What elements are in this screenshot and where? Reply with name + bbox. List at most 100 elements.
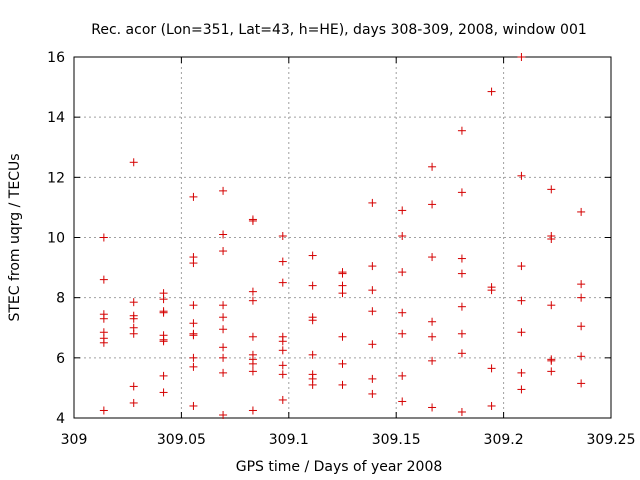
- data-point: [517, 171, 526, 180]
- data-point: [368, 374, 377, 383]
- data-point: [219, 368, 228, 377]
- y-tick-label: 16: [47, 50, 65, 66]
- data-point: [219, 313, 228, 322]
- data-point: [428, 317, 437, 326]
- data-point: [517, 328, 526, 337]
- data-point: [577, 352, 586, 361]
- data-point: [219, 247, 228, 256]
- data-point: [308, 251, 317, 260]
- data-point: [129, 398, 138, 407]
- data-point: [278, 395, 287, 404]
- data-point: [338, 269, 347, 278]
- data-point: [487, 364, 496, 373]
- data-point: [398, 308, 407, 317]
- data-point: [517, 368, 526, 377]
- y-tick-label: 8: [56, 291, 65, 307]
- data-point: [547, 301, 556, 310]
- data-points: [99, 53, 586, 419]
- data-point: [129, 329, 138, 338]
- data-point: [428, 253, 437, 262]
- data-point: [248, 359, 257, 368]
- data-point: [457, 302, 466, 311]
- data-point: [547, 185, 556, 194]
- data-point: [398, 206, 407, 215]
- data-point: [338, 380, 347, 389]
- data-point: [368, 198, 377, 207]
- data-point: [368, 286, 377, 295]
- x-tick-label: 309.15: [372, 432, 421, 448]
- data-point: [308, 380, 317, 389]
- data-point: [517, 53, 526, 61]
- x-tick-label: 309: [61, 432, 88, 448]
- data-point: [99, 314, 108, 323]
- y-axis-label: STEC from uqrg / TECUs: [7, 153, 23, 321]
- data-point: [189, 353, 198, 362]
- data-point: [428, 356, 437, 365]
- y-tick-label: 14: [47, 110, 65, 126]
- data-point: [248, 287, 257, 296]
- data-point: [248, 367, 257, 376]
- data-point: [457, 269, 466, 278]
- data-point: [577, 322, 586, 331]
- data-point: [219, 410, 228, 419]
- data-point: [338, 289, 347, 298]
- data-point: [547, 367, 556, 376]
- data-point: [219, 230, 228, 239]
- data-point: [219, 353, 228, 362]
- data-point: [219, 186, 228, 195]
- data-point: [457, 349, 466, 358]
- chart-title: Rec. acor (Lon=351, Lat=43, h=HE), days …: [91, 22, 587, 38]
- data-point: [99, 338, 108, 347]
- data-point: [398, 231, 407, 240]
- data-point: [219, 343, 228, 352]
- data-point: [487, 401, 496, 410]
- data-point: [189, 401, 198, 410]
- data-point: [129, 382, 138, 391]
- data-point: [219, 301, 228, 310]
- x-tick-label: 309.25: [587, 432, 636, 448]
- data-point: [278, 337, 287, 346]
- y-tick-labels: 4 6 8 10 12 14 16: [47, 50, 65, 427]
- data-point: [368, 262, 377, 271]
- data-point: [457, 329, 466, 338]
- data-point: [189, 192, 198, 201]
- data-point: [99, 406, 108, 415]
- data-point: [368, 307, 377, 316]
- data-point: [189, 331, 198, 340]
- x-tick-label: 309.2: [484, 432, 524, 448]
- y-tick-label: 6: [56, 351, 65, 367]
- data-point: [278, 278, 287, 287]
- data-point: [517, 296, 526, 305]
- x-tick-labels: 309 309.05 309.1 309.15 309.2 309.25: [61, 432, 636, 448]
- data-point: [129, 298, 138, 307]
- data-point: [248, 406, 257, 415]
- data-point: [189, 362, 198, 371]
- data-point: [577, 280, 586, 289]
- data-point: [457, 254, 466, 263]
- data-point: [457, 188, 466, 197]
- data-point: [338, 359, 347, 368]
- data-point: [368, 340, 377, 349]
- data-point: [308, 281, 317, 290]
- data-point: [159, 388, 168, 397]
- data-point: [278, 231, 287, 240]
- data-point: [278, 257, 287, 266]
- data-point: [428, 403, 437, 412]
- data-point: [219, 325, 228, 334]
- data-point: [278, 370, 287, 379]
- data-point: [278, 361, 287, 370]
- data-point: [547, 235, 556, 244]
- data-point: [159, 371, 168, 380]
- data-point: [487, 87, 496, 96]
- data-point: [428, 332, 437, 341]
- data-point: [398, 329, 407, 338]
- data-point: [398, 268, 407, 277]
- grid-lines: [74, 57, 611, 418]
- data-point: [457, 407, 466, 416]
- data-point: [487, 286, 496, 295]
- x-axis-label: GPS time / Days of year 2008: [236, 459, 443, 475]
- data-point: [248, 216, 257, 225]
- x-tick-label: 309.05: [157, 432, 206, 448]
- data-point: [189, 259, 198, 268]
